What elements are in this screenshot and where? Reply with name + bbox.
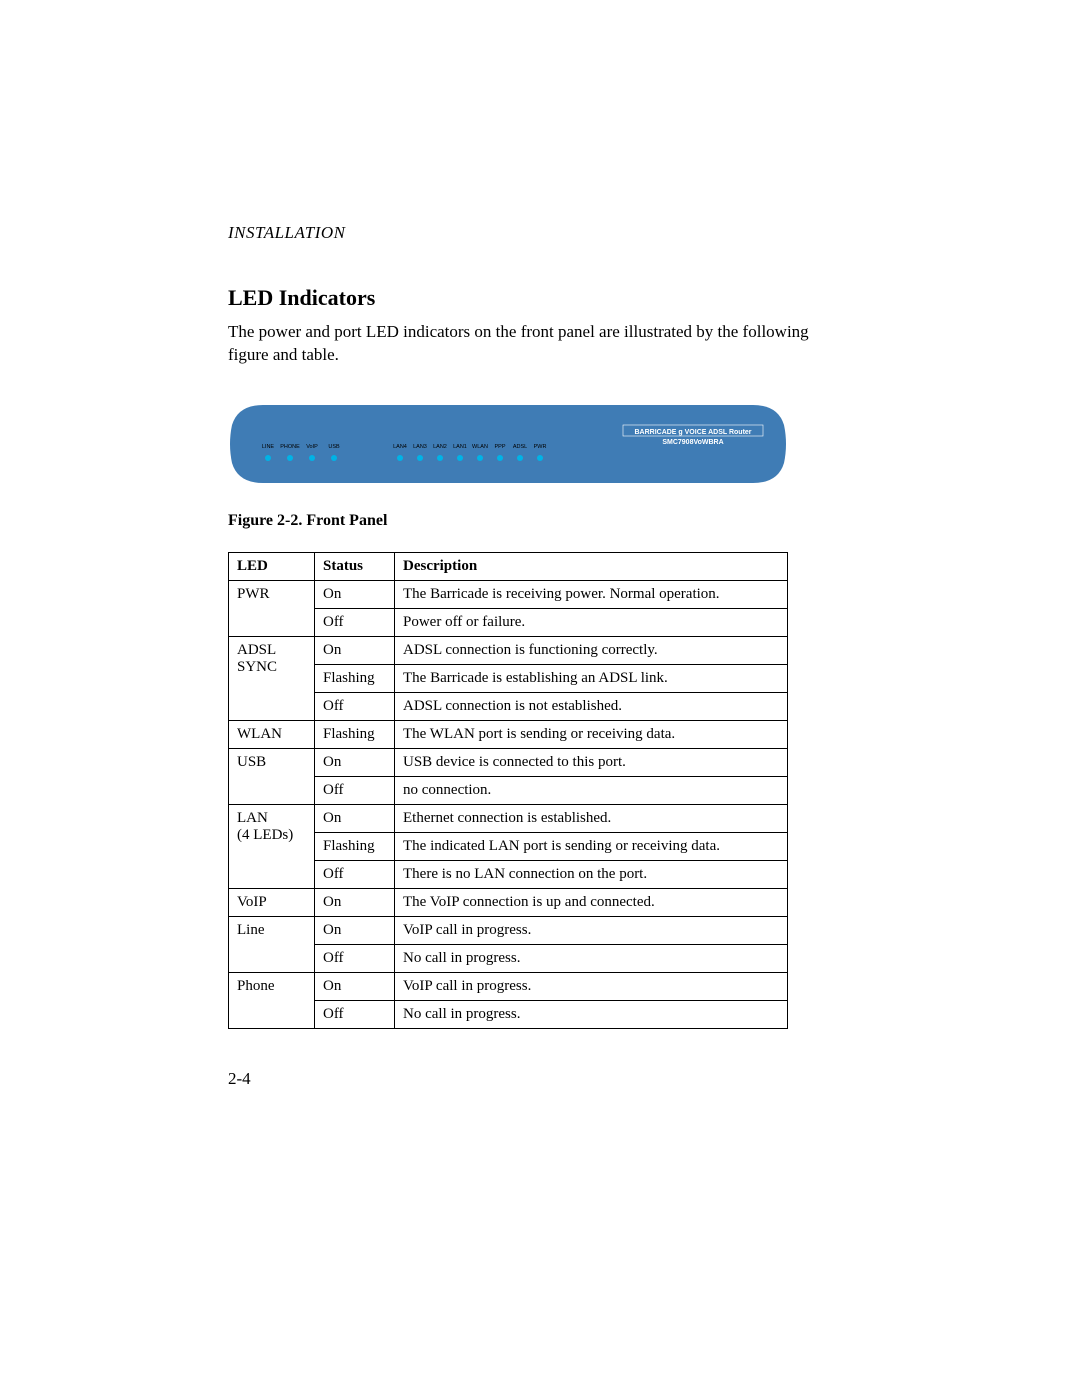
cell-description: No call in progress. (395, 1000, 788, 1028)
cell-description: VoIP call in progress. (395, 972, 788, 1000)
svg-text:LINE: LINE (262, 444, 275, 450)
svg-text:PWR: PWR (534, 444, 547, 450)
cell-status: Off (315, 692, 395, 720)
cell-led: LAN(4 LEDs) (229, 804, 315, 888)
col-header-description: Description (395, 552, 788, 580)
cell-led: USB (229, 748, 315, 804)
table-row: ADSLSYNCOnADSL connection is functioning… (229, 636, 788, 664)
cell-status: On (315, 804, 395, 832)
svg-text:PPP: PPP (494, 444, 505, 450)
cell-description: no connection. (395, 776, 788, 804)
col-header-led: LED (229, 552, 315, 580)
cell-description: The indicated LAN port is sending or rec… (395, 832, 788, 860)
svg-text:LAN4: LAN4 (393, 444, 407, 450)
cell-status: Flashing (315, 664, 395, 692)
svg-text:ADSL: ADSL (513, 444, 527, 450)
col-header-status: Status (315, 552, 395, 580)
cell-description: The WLAN port is sending or receiving da… (395, 720, 788, 748)
cell-description: USB device is connected to this port. (395, 748, 788, 776)
cell-led: Line (229, 916, 315, 972)
cell-status: Flashing (315, 720, 395, 748)
cell-description: There is no LAN connection on the port. (395, 860, 788, 888)
cell-led: PWR (229, 580, 315, 636)
table-row: PWROnThe Barricade is receiving power. N… (229, 580, 788, 608)
cell-status: On (315, 972, 395, 1000)
table-row: PhoneOnVoIP call in progress. (229, 972, 788, 1000)
svg-text:USB: USB (328, 444, 340, 450)
svg-text:SMC7908VoWBRA: SMC7908VoWBRA (662, 439, 723, 446)
figure-caption: Figure 2-2. Front Panel (228, 512, 840, 530)
cell-status: On (315, 580, 395, 608)
table-row: LAN(4 LEDs)OnEthernet connection is esta… (229, 804, 788, 832)
cell-status: Off (315, 1000, 395, 1028)
cell-led: VoIP (229, 888, 315, 916)
table-row: VoIPOnThe VoIP connection is up and conn… (229, 888, 788, 916)
cell-description: Power off or failure. (395, 608, 788, 636)
svg-text:BARRICADE g VOICE ADSL Route: BARRICADE g VOICE ADSL Router (634, 429, 751, 436)
cell-status: On (315, 916, 395, 944)
cell-description: The Barricade is establishing an ADSL li… (395, 664, 788, 692)
cell-description: The VoIP connection is up and connected. (395, 888, 788, 916)
cell-led: WLAN (229, 720, 315, 748)
svg-text:WLAN: WLAN (472, 444, 488, 450)
table-row: USBOnUSB device is connected to this por… (229, 748, 788, 776)
cell-status: Off (315, 860, 395, 888)
cell-led: ADSLSYNC (229, 636, 315, 720)
cell-description: Ethernet connection is established. (395, 804, 788, 832)
cell-description: The Barricade is receiving power. Normal… (395, 580, 788, 608)
cell-led: Phone (229, 972, 315, 1028)
front-panel-figure: LINE PHONE VoIP USB LAN4 LAN3 LAN2 LAN1 WLAN PPP… (228, 403, 788, 485)
cell-status: On (315, 748, 395, 776)
intro-paragraph: The power and port LED indicators on the… (228, 321, 840, 367)
page-number: 2-4 (228, 1069, 840, 1089)
svg-text:LAN2: LAN2 (433, 444, 447, 450)
cell-status: On (315, 888, 395, 916)
cell-status: Off (315, 776, 395, 804)
cell-description: ADSL connection is not established. (395, 692, 788, 720)
svg-text:VoIP: VoIP (306, 444, 318, 450)
chapter-header: INSTALLATION (228, 223, 840, 243)
section-title: LED Indicators (228, 285, 840, 311)
cell-status: Off (315, 608, 395, 636)
cell-description: No call in progress. (395, 944, 788, 972)
cell-status: Off (315, 944, 395, 972)
table-row: WLANFlashingThe WLAN port is sending or … (229, 720, 788, 748)
table-header-row: LED Status Description (229, 552, 788, 580)
cell-description: ADSL connection is functioning correctly… (395, 636, 788, 664)
cell-status: On (315, 636, 395, 664)
svg-text:PHONE: PHONE (280, 444, 300, 450)
svg-text:LAN1: LAN1 (453, 444, 467, 450)
cell-description: VoIP call in progress. (395, 916, 788, 944)
svg-text:LAN3: LAN3 (413, 444, 427, 450)
table-row: LineOnVoIP call in progress. (229, 916, 788, 944)
led-indicator-table: LED Status Description PWROnThe Barricad… (228, 552, 788, 1029)
cell-status: Flashing (315, 832, 395, 860)
